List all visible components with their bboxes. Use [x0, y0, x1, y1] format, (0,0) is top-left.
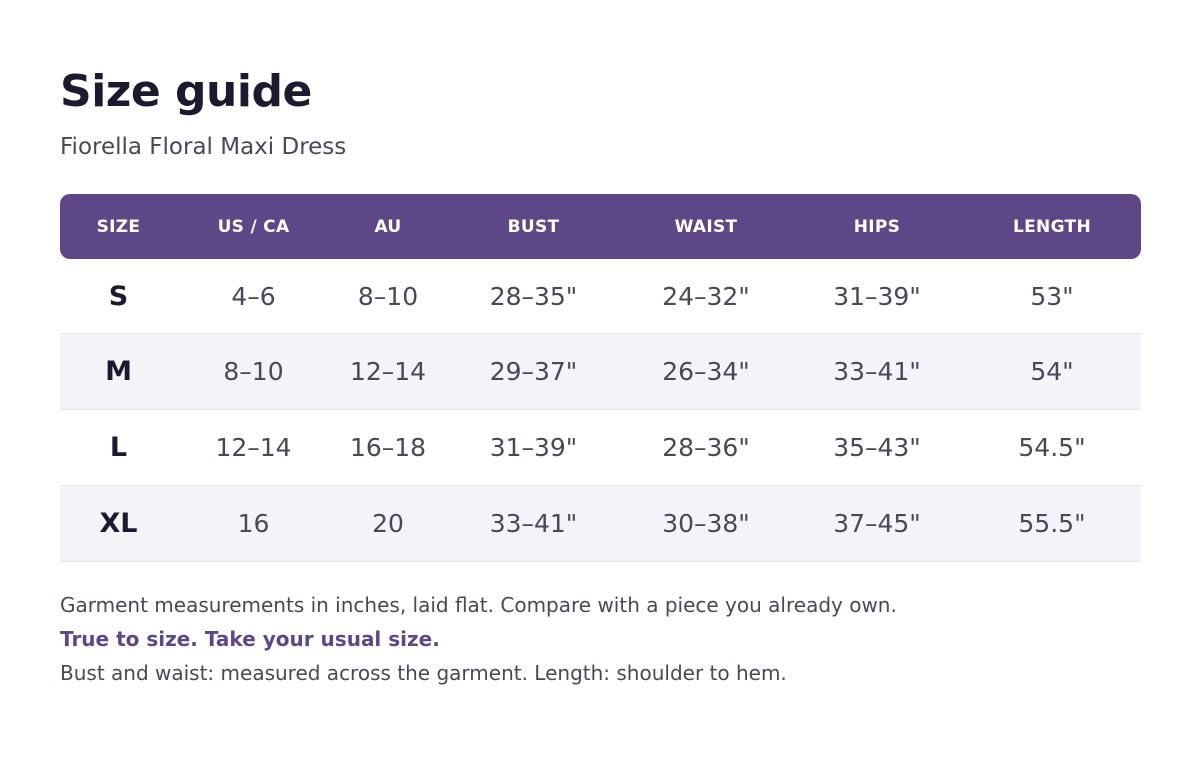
column-header-size: SIZE [96, 216, 141, 237]
waist-cell: 28–36" [662, 433, 750, 462]
hips-cell: 33–41" [833, 357, 921, 386]
bust-cell: 28–35" [489, 281, 578, 311]
table-row-m: M 8–10 12–14 29–37" 26–34" 33–41" 54" [60, 334, 1141, 410]
size-label: L [109, 432, 128, 463]
bust-cell: 31–39" [489, 433, 578, 462]
length-cell: 54.5" [1018, 433, 1086, 462]
column-header-bust: BUST [507, 216, 560, 237]
column-header-length: LENGTH [1013, 216, 1091, 237]
table-row-l: L 12–14 16–18 31–39" 28–36" 35–43" 54.5" [60, 410, 1141, 486]
length-cell: 55.5" [1018, 509, 1086, 538]
bust-cell: 33–41" [489, 509, 578, 538]
au-cell: 8–10 [357, 281, 419, 311]
us-ca-cell: 8–10 [223, 357, 284, 386]
method-note: Bust and waist: measured across the garm… [60, 661, 787, 685]
column-header-hips: HIPS [853, 216, 901, 237]
fit-note: True to size. Take your usual size. [60, 627, 440, 651]
hips-cell: 35–43" [833, 433, 921, 462]
product-name: Fiorella Floral Maxi Dress [60, 134, 347, 160]
column-header-us-ca: US / CA [217, 216, 290, 237]
waist-cell: 30–38" [662, 509, 750, 538]
table-row-xl: XL 16 20 33–41" 30–38" 37–45" 55.5" [60, 486, 1141, 562]
au-cell: 12–14 [349, 357, 427, 386]
us-ca-cell: 12–14 [215, 433, 292, 462]
size-table-header: SIZE US / CA AU BUST WAIST HIPS LENGTH [60, 194, 1141, 259]
size-notes: Garment measurements in inches, laid fla… [60, 588, 1141, 690]
column-header-au: AU [374, 216, 402, 237]
au-cell: 16–18 [349, 433, 427, 462]
page-title: Size guide [60, 66, 312, 117]
length-cell: 53" [1030, 281, 1074, 311]
au-cell: 20 [372, 509, 404, 538]
waist-cell: 26–34" [662, 357, 750, 386]
waist-cell: 24–32" [662, 281, 750, 311]
length-cell: 54" [1030, 357, 1074, 386]
hips-cell: 31–39" [833, 281, 921, 311]
size-label: S [108, 280, 129, 312]
us-ca-cell: 16 [237, 509, 270, 538]
measurement-note: Garment measurements in inches, laid fla… [60, 593, 897, 617]
size-label: XL [99, 508, 138, 539]
hips-cell: 37–45" [833, 509, 921, 538]
column-header-waist: WAIST [674, 216, 738, 237]
bust-cell: 29–37" [489, 357, 578, 386]
us-ca-cell: 4–6 [231, 281, 276, 311]
size-table: SIZE US / CA AU BUST WAIST HIPS LENGTH S… [60, 194, 1141, 562]
table-row-s: S 4–6 8–10 28–35" 24–32" 31–39" 53" [60, 259, 1141, 334]
size-label: M [105, 356, 132, 387]
